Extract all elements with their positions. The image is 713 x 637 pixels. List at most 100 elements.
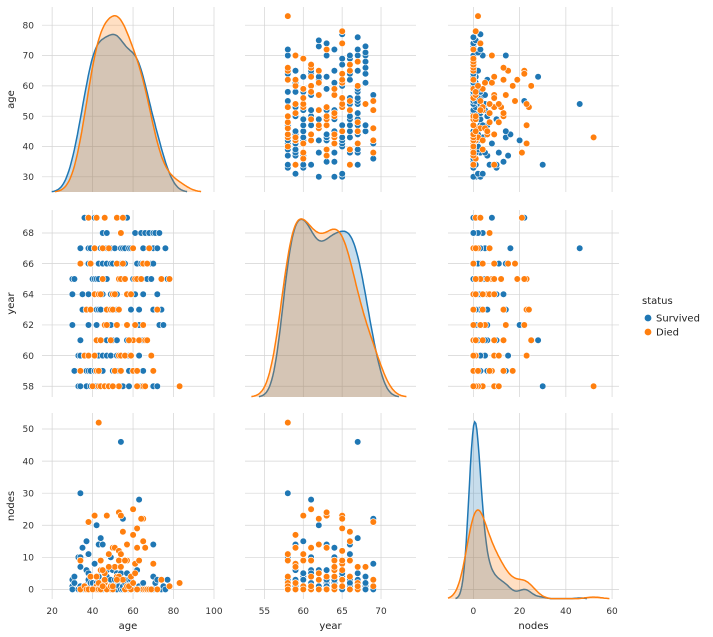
point-died [165,582,174,590]
point-survived [139,290,147,298]
point-died [103,511,111,520]
point-died [147,585,155,594]
point-survived [315,73,323,81]
panel-age-vs-nodes [448,7,619,192]
point-died [472,112,480,120]
point-died [99,582,107,590]
point-died [315,576,323,584]
point-died [133,524,141,533]
point-died [490,290,498,298]
point-died [139,321,147,329]
point-died [97,556,105,565]
point-died [76,556,84,565]
point-survived [78,290,87,298]
point-died [284,572,292,581]
point-died [291,51,300,60]
point-died [346,585,354,594]
point-died [338,39,346,48]
point-survived [315,115,323,123]
ytick-label-age: 80 [23,21,35,31]
point-died [511,97,519,105]
point-died [354,82,362,90]
point-died [117,550,125,558]
point-died [307,88,315,96]
ytick-label-year: 62 [23,321,34,331]
point-died [330,563,339,571]
point-survived [361,70,370,78]
point-died [490,94,498,102]
point-survived [330,79,339,87]
point-died [299,155,307,163]
point-died [346,97,354,105]
point-died [469,161,478,169]
xtick-label-nodes: 40 [560,607,572,617]
point-survived [330,158,339,166]
point-survived [147,275,155,283]
point-died [338,576,346,584]
point-survived [84,550,93,558]
point-survived [323,85,331,93]
point-died [97,290,105,298]
point-died [469,76,478,84]
point-survived [299,537,307,545]
ytick-label-nodes: 40 [23,457,35,467]
point-survived [330,544,339,552]
point-died [518,214,526,222]
point-survived [361,48,370,57]
point-died [513,76,521,84]
xlabel-age: age [119,621,138,632]
xtick-label-age: 100 [205,607,222,617]
point-died [330,109,339,117]
point-survived [346,112,354,120]
point-died [330,582,339,590]
point-died [354,57,362,66]
point-died [330,556,339,565]
ytick-label-nodes: 20 [23,521,35,531]
point-died [111,290,119,298]
legend: status Survived Died [642,296,700,339]
point-died [119,576,127,584]
xtick-label-age: 80 [168,607,180,617]
point-died [121,352,129,360]
point-died [476,214,485,222]
point-died [323,112,331,120]
point-survived [338,133,346,141]
point-survived [354,51,362,60]
point-died [291,579,300,587]
point-died [369,106,377,114]
point-survived [361,42,370,51]
point-survived [125,382,133,390]
point-died [483,275,491,283]
xtick-label-year: 60 [298,607,310,617]
point-survived [323,566,331,574]
point-died [499,64,508,72]
point-survived [576,100,584,108]
point-died [499,306,508,314]
point-died [117,229,125,237]
point-survived [299,161,307,169]
point-survived [354,145,362,154]
ytick-label-nodes: 30 [23,489,35,499]
point-died [330,85,339,93]
point-survived [495,149,503,157]
point-died [338,566,346,574]
point-died [338,27,346,35]
point-died [490,260,498,268]
kde-line-died [54,15,202,193]
point-died [109,306,117,314]
point-died [147,352,155,360]
point-survived [117,438,125,446]
point-died [469,306,478,314]
point-died [135,336,143,344]
point-died [291,100,300,108]
point-died [346,556,354,565]
point-died [354,139,362,148]
point-died [499,336,508,344]
point-died [369,149,377,157]
point-died [125,336,133,344]
point-died [315,569,323,577]
point-survived [323,158,331,166]
point-died [486,229,494,237]
point-died [113,576,121,584]
point-died [107,336,115,344]
